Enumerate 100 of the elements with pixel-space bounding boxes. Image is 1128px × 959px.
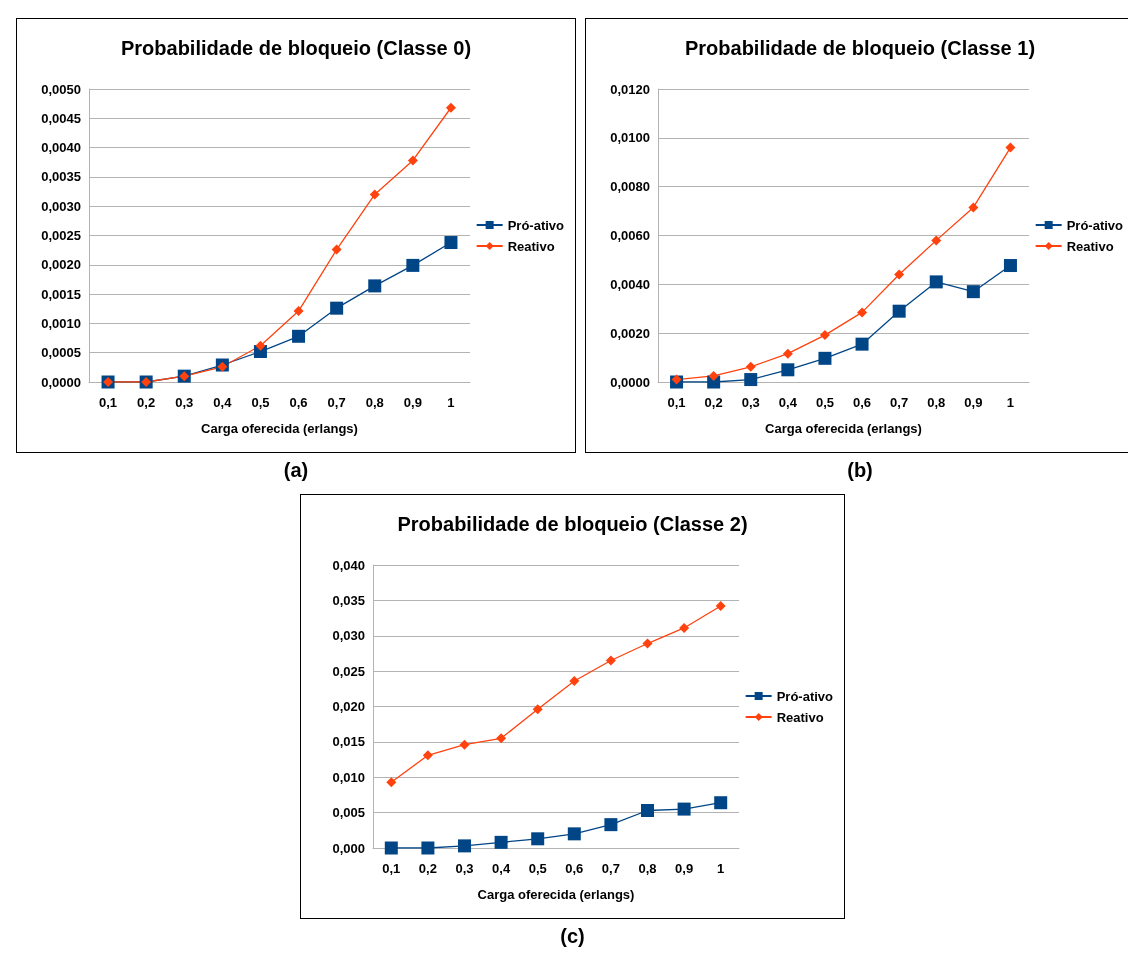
point — [368, 279, 382, 293]
y-tick-label: 0,0080 — [610, 179, 650, 195]
y-tick-label: 0,0040 — [610, 276, 650, 292]
x-tick-label: 0,4 — [492, 861, 511, 876]
y-tick-label: 0,010 — [332, 769, 365, 785]
point — [369, 189, 380, 200]
y-tick-label: 0,0025 — [41, 228, 81, 243]
point — [679, 622, 690, 633]
point — [605, 655, 616, 666]
x-axis-title: Carga oferecida (erlangs) — [477, 887, 635, 902]
point — [966, 285, 980, 299]
y-tick-label: 0,015 — [332, 734, 365, 750]
x-tick-label: 0,1 — [667, 395, 686, 410]
point — [459, 739, 470, 750]
x-tick-label: 0,8 — [365, 395, 384, 410]
legend-label: Reativo — [507, 238, 555, 254]
text: (c) — [559, 925, 586, 948]
point — [384, 841, 398, 855]
point — [532, 704, 543, 715]
point — [715, 601, 726, 612]
x-tick-label: 0,5 — [815, 395, 834, 410]
point — [567, 827, 581, 841]
x-tick-label: 0,3 — [455, 861, 474, 876]
y-tick-label: 0,035 — [332, 592, 365, 608]
x-tick-label: 1 — [1006, 395, 1015, 410]
y-tick-label: 0,0005 — [41, 345, 81, 361]
text: (a) — [282, 459, 310, 482]
x-tick-label: 0,5 — [251, 395, 270, 410]
x-tick-label: 0,9 — [964, 395, 983, 410]
point — [894, 269, 905, 280]
point — [496, 733, 507, 744]
y-tick-label: 0,0020 — [41, 257, 81, 273]
y-tick-label: 0,0015 — [41, 286, 81, 302]
point — [744, 373, 758, 387]
point — [671, 374, 682, 385]
point — [458, 839, 471, 853]
y-tick-label: 0,0035 — [41, 169, 81, 185]
point — [929, 275, 943, 289]
legend-label: Reativo — [1066, 238, 1114, 254]
point — [330, 301, 344, 315]
point — [1005, 142, 1016, 153]
text: (b) — [846, 459, 874, 482]
point — [445, 102, 456, 113]
x-tick-label: 0,1 — [99, 395, 118, 410]
x-tick-label: 0,6 — [853, 395, 872, 410]
point — [931, 235, 942, 246]
point — [642, 638, 653, 649]
point — [421, 841, 435, 855]
y-tick-label: 0,0030 — [41, 198, 81, 214]
y-tick-label: 0,030 — [332, 628, 365, 644]
y-tick-label: 0,000 — [332, 840, 365, 856]
chart-title: Probabilidade de bloqueio (Classe 0) — [120, 37, 472, 59]
point — [255, 340, 266, 351]
x-tick-label: 0,9 — [403, 395, 422, 410]
x-tick-label: 0,2 — [704, 395, 723, 410]
point — [531, 832, 545, 846]
chart-title: Probabilidade de bloqueio (Classe 1) — [684, 37, 1036, 59]
point — [745, 361, 756, 372]
x-tick-label: 0,2 — [418, 861, 437, 876]
x-tick-label: 0,4 — [213, 395, 233, 410]
y-tick-label: 0,0010 — [41, 315, 81, 331]
y-tick-label: 0,0000 — [41, 374, 81, 390]
point — [1003, 259, 1017, 273]
y-tick-label: 0,025 — [332, 663, 365, 679]
point — [892, 304, 906, 318]
point — [331, 244, 342, 255]
point — [641, 804, 654, 817]
x-tick-label: 0,1 — [382, 861, 401, 876]
x-tick-label: 0,8 — [927, 395, 946, 410]
point — [677, 802, 691, 816]
x-tick-label: 0,7 — [327, 395, 346, 410]
point — [444, 236, 458, 250]
point — [708, 370, 719, 381]
x-tick-label: 0,4 — [778, 395, 798, 410]
x-tick-label: 0,6 — [565, 861, 584, 876]
point — [819, 330, 830, 341]
y-tick-label: 0,0060 — [610, 228, 650, 243]
x-tick-label: 0,7 — [601, 861, 620, 876]
x-axis-title: Carga oferecida (erlangs) — [765, 421, 922, 436]
y-tick-label: 0,0020 — [610, 325, 650, 341]
chart-title: Probabilidade de bloqueio (Classe 2) — [397, 513, 748, 535]
point — [604, 818, 618, 832]
point — [782, 348, 793, 359]
x-tick-label: 0,2 — [137, 395, 156, 410]
x-tick-label: 0,8 — [638, 861, 657, 876]
x-tick-label: 0,5 — [528, 861, 547, 876]
point — [569, 676, 580, 687]
point — [857, 307, 868, 318]
x-axis-title: Carga oferecida (erlangs) — [201, 421, 358, 436]
y-tick-label: 0,0045 — [41, 110, 81, 126]
legend-label: Reativo — [776, 709, 824, 725]
point — [386, 777, 397, 788]
point — [293, 306, 304, 317]
legend-label: Pró-ativo — [507, 217, 565, 233]
y-tick-label: 0,020 — [332, 699, 365, 714]
point — [818, 351, 832, 365]
x-tick-label: 1 — [717, 861, 725, 876]
x-tick-label: 0,9 — [675, 861, 694, 876]
point — [407, 155, 418, 166]
y-tick-label: 0,0100 — [610, 130, 650, 146]
